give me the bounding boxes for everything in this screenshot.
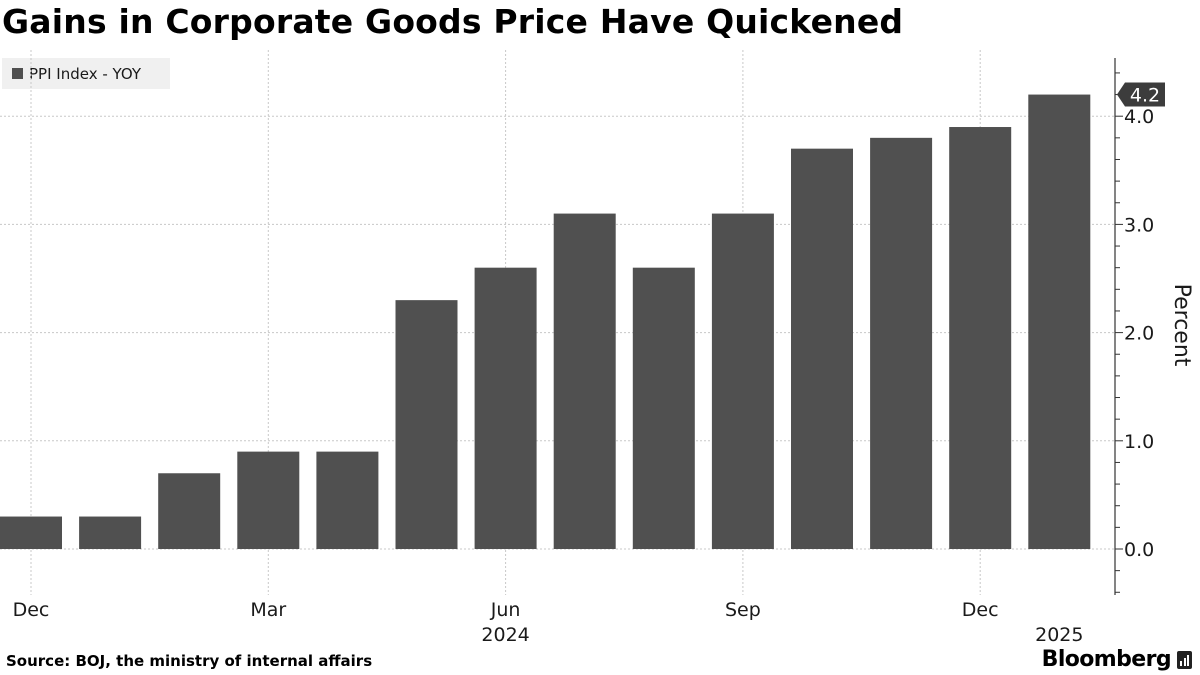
bars	[0, 94, 1091, 550]
bar	[237, 451, 300, 549]
bar	[632, 267, 695, 549]
bar	[0, 516, 62, 549]
legend-swatch	[12, 68, 23, 79]
x-tick-label: Jun	[490, 599, 521, 621]
x-year-label: 2025	[1035, 624, 1083, 646]
y-tick-label: 3.0	[1124, 214, 1154, 236]
bar	[553, 213, 616, 549]
y-axis: 0.0 1.0 2.0 3.0 4.0	[1114, 58, 1154, 595]
bar	[316, 451, 379, 549]
bar	[949, 127, 1012, 550]
x-axis-labels: Dec Mar Jun 2024 Sep Dec 2025	[13, 599, 1084, 646]
x-year-label: 2024	[481, 624, 529, 646]
legend-label: PPI Index - YOY	[29, 64, 142, 83]
terminal-icon	[1177, 650, 1192, 669]
legend: PPI Index - YOY	[2, 58, 170, 89]
bar	[1028, 94, 1091, 549]
bar	[79, 516, 142, 549]
last-value-callout: 4.2	[1117, 82, 1165, 107]
chart-title: Gains in Corporate Goods Price Have Quic…	[2, 2, 904, 41]
bar	[791, 148, 853, 549]
y-tick-label: 2.0	[1124, 323, 1154, 345]
y-tick-label: 4.0	[1124, 106, 1154, 128]
x-tick-label: Mar	[250, 599, 286, 621]
y-tick-label: 1.0	[1124, 431, 1154, 453]
y-tick-label: 0.0	[1124, 539, 1154, 561]
y-axis-title: Percent	[1169, 284, 1194, 367]
x-tick-label: Dec	[962, 599, 999, 621]
callout-value: 4.2	[1130, 85, 1160, 107]
bar	[870, 137, 933, 549]
bar	[711, 213, 774, 549]
bloomberg-logo: Bloomberg	[1042, 647, 1192, 672]
x-tick-label: Sep	[725, 599, 761, 621]
bar	[474, 267, 537, 549]
bar	[158, 473, 221, 549]
bar	[395, 300, 458, 549]
brand-name: Bloomberg	[1041, 647, 1172, 672]
callout-box	[1117, 82, 1165, 107]
x-tick-label: Dec	[13, 599, 50, 621]
source-note: Source: BOJ, the ministry of internal af…	[6, 652, 373, 670]
